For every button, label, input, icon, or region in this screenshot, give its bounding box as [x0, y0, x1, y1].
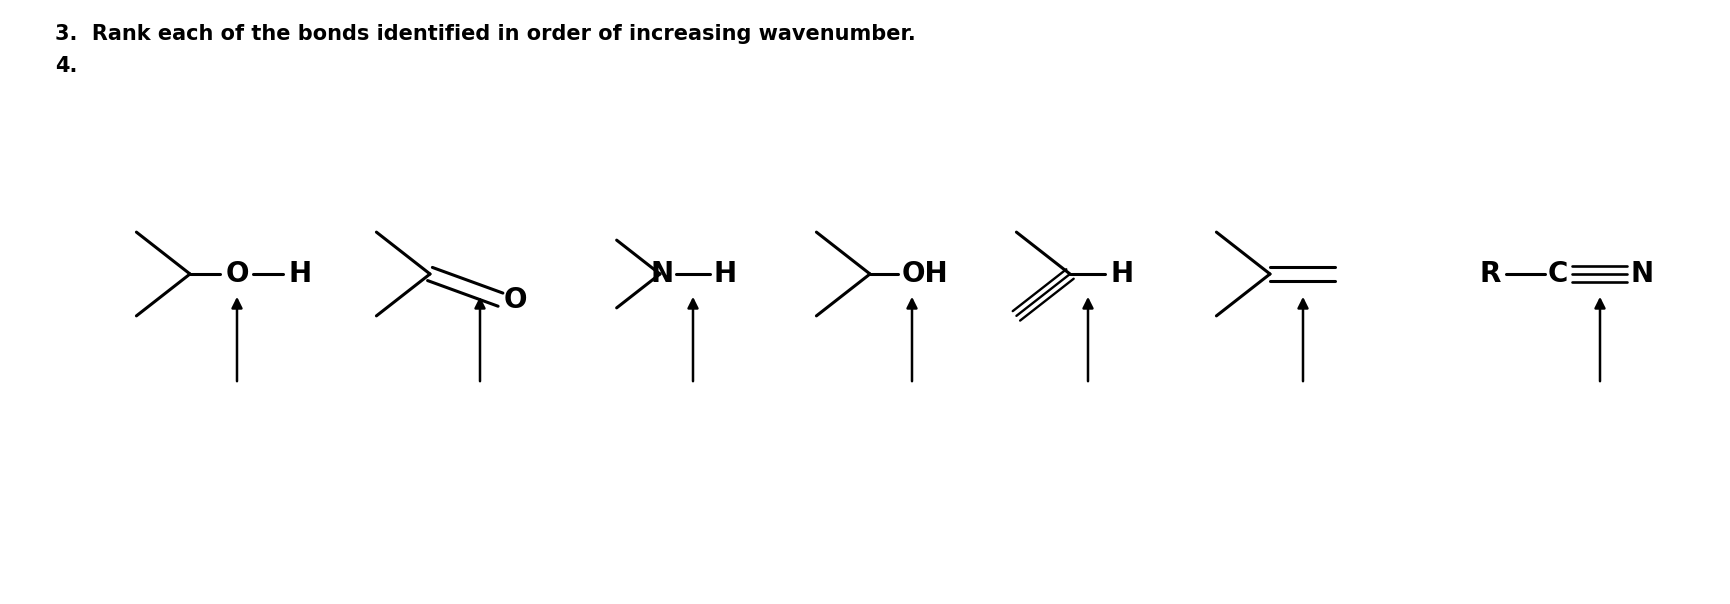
Text: C: C — [1548, 260, 1567, 288]
Text: O: O — [503, 286, 528, 313]
Text: 4.: 4. — [55, 56, 78, 76]
Text: O: O — [225, 260, 249, 288]
Text: 3.  Rank each of the bonds identified in order of increasing wavenumber.: 3. Rank each of the bonds identified in … — [55, 24, 915, 44]
Text: H: H — [289, 260, 311, 288]
Text: OH: OH — [901, 260, 948, 288]
Text: N: N — [1630, 260, 1654, 288]
Text: R: R — [1479, 260, 1500, 288]
Text: H: H — [713, 260, 737, 288]
Text: H: H — [1111, 260, 1133, 288]
Text: N: N — [650, 260, 673, 288]
